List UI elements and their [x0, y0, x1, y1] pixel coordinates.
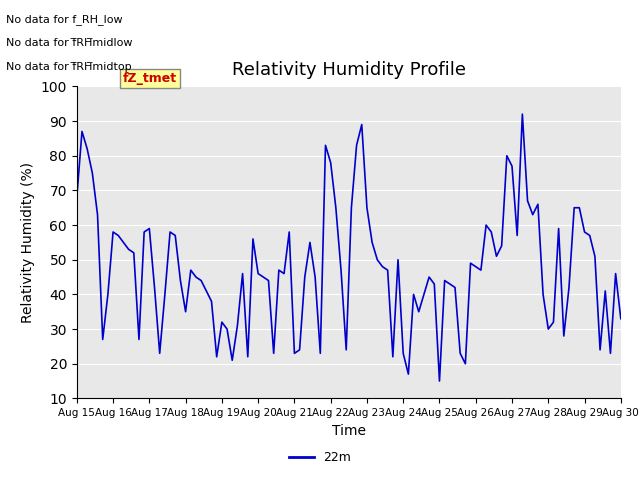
Text: No data for f̅RH̅midlow: No data for f̅RH̅midlow: [6, 38, 133, 48]
Title: Relativity Humidity Profile: Relativity Humidity Profile: [232, 61, 466, 79]
Text: fZ_tmet: fZ_tmet: [123, 72, 177, 85]
Text: No data for f̅RH̅midtop: No data for f̅RH̅midtop: [6, 62, 132, 72]
Text: No data for f_RH_low: No data for f_RH_low: [6, 14, 123, 25]
Legend: 22m: 22m: [284, 446, 356, 469]
Y-axis label: Relativity Humidity (%): Relativity Humidity (%): [21, 162, 35, 323]
X-axis label: Time: Time: [332, 424, 366, 438]
